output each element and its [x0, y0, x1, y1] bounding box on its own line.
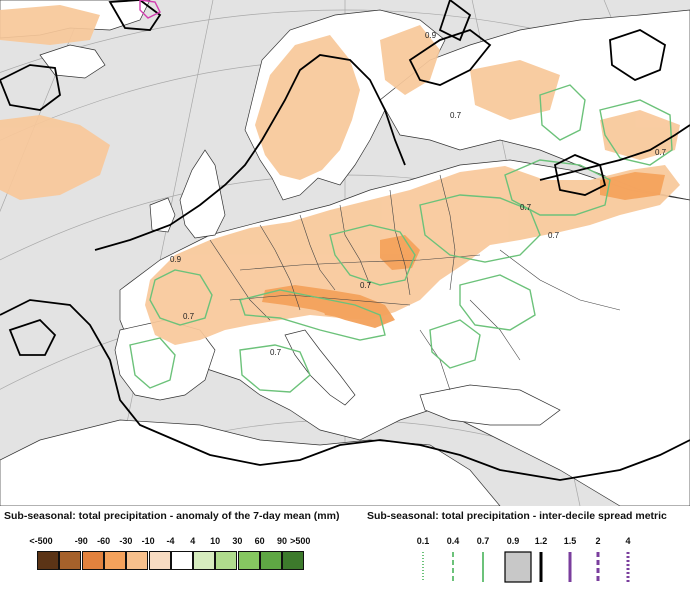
contour-label: 0.7: [360, 281, 372, 290]
spread-line-samples: [422, 551, 630, 583]
anomaly-tick-label: >500: [290, 536, 311, 546]
anomaly-tick-label: 60: [254, 536, 265, 546]
anomaly-color-swatch: [126, 551, 149, 570]
anomaly-color-swatch: [37, 551, 59, 570]
spread-tick-label: 4: [625, 536, 631, 546]
anomaly-tick-label: -4: [166, 536, 175, 546]
spread-1-5-contour: [139, 0, 161, 19]
anomaly-color-swatch: [237, 551, 260, 570]
contour-label: 0.9: [170, 255, 182, 264]
anomaly-tick-label: 4: [190, 536, 196, 546]
contour-label: 0.7: [520, 203, 532, 212]
contour-label: 0.7: [270, 348, 282, 357]
spread-tick-label: 0.9: [506, 536, 520, 546]
anomaly-tick-label: 90: [276, 536, 287, 546]
spread-metric-legend-title: Sub-seasonal: total precipitation - inte…: [367, 510, 667, 522]
spread-tick-label: 2: [595, 536, 601, 546]
anomaly-color-swatch: [148, 551, 171, 570]
anomaly-tick-label: -90: [74, 536, 88, 546]
spread-tick-label: 1.2: [534, 536, 548, 546]
contour-label: 0.7: [183, 312, 195, 321]
anomaly-color-swatch: [260, 551, 282, 570]
spread-0-9-contours: [0, 0, 690, 481]
anomaly-tick-label: -60: [97, 536, 111, 546]
spread-tick-label: 0.4: [446, 536, 460, 546]
contour-labels: 0.7 0.7 0.7 0.7 0.7 0.7 0.7 0.9 0.9: [170, 31, 667, 357]
spread-0-7-contours: [129, 84, 673, 393]
precipitation-anomaly-legend-title: Sub-seasonal: total precipitation - anom…: [4, 510, 340, 522]
anomaly-tick-label: -10: [141, 536, 155, 546]
spread-tick-label: 0.1: [416, 536, 430, 546]
spread-sample-box: [504, 551, 532, 583]
anomaly-color-swatch: [81, 551, 104, 570]
contour-label: 0.9: [425, 31, 437, 40]
contour-label: 0.7: [655, 148, 667, 157]
anomaly-color-swatch: [282, 551, 305, 570]
spread-tick-label: 1.5: [563, 536, 577, 546]
anomaly-color-swatch: [170, 551, 193, 570]
anomaly-color-swatch: [215, 551, 238, 570]
anomaly-color-swatch: [193, 551, 216, 570]
spread-tick-label: 0.7: [476, 536, 490, 546]
anomaly-tick-label: 30: [232, 536, 243, 546]
anomaly-tick-label: 10: [210, 536, 221, 546]
precipitation-anomaly-map: 0.7 0.7 0.7 0.7 0.7 0.7 0.7 0.9 0.9: [0, 0, 690, 506]
anomaly-tick-label: <-500: [29, 536, 53, 546]
anomaly-color-swatch: [59, 551, 82, 570]
contour-label: 0.7: [450, 111, 462, 120]
contour-label: 0.7: [548, 231, 560, 240]
anomaly-tick-label: -30: [119, 536, 133, 546]
anomaly-color-swatch: [103, 551, 126, 570]
